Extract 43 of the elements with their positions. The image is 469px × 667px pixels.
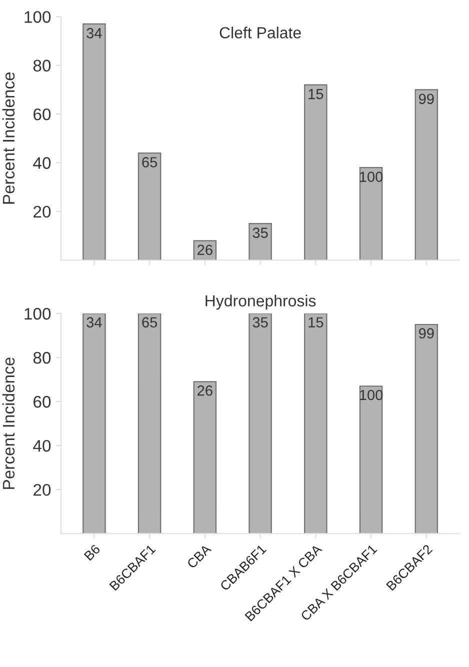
annotation: 35 [252, 228, 268, 238]
bar [82, 313, 106, 534]
bar [414, 324, 438, 534]
x-tick-label: B6 [84, 544, 101, 561]
annotation: 34 [86, 28, 102, 38]
y-tick-label: 20 [34, 484, 51, 496]
bar [359, 386, 383, 534]
annotation: 26 [198, 385, 212, 396]
y-tick-label: 80 [33, 60, 51, 72]
bar [248, 223, 272, 260]
y-tick-label: 100 [24, 11, 51, 23]
annotation: 35 [252, 317, 268, 328]
y-tick-label: 80 [33, 352, 51, 364]
annotation: 99 [418, 94, 434, 104]
annotation: 34 [86, 317, 102, 328]
annotation: 99 [418, 328, 434, 339]
bar [414, 89, 438, 260]
chart-title: Cleft Palate [220, 26, 301, 38]
bar [82, 23, 106, 260]
annotation: 65 [142, 317, 158, 328]
bar [138, 313, 162, 534]
bar [193, 381, 217, 534]
y-tick-label: 100 [24, 308, 51, 320]
annotation: 26 [198, 244, 212, 256]
y-axis-title: Percent Incidence [2, 72, 15, 204]
bar [304, 313, 328, 534]
y-tick-label: 60 [34, 396, 51, 408]
y-tick-label: 40 [33, 440, 51, 452]
annotation: 65 [142, 157, 158, 168]
annotation: 100 [360, 390, 383, 400]
x-tick-label: CBA [186, 544, 212, 569]
annotation: 15 [308, 317, 324, 328]
bar [138, 152, 162, 260]
y-tick-label: 40 [33, 157, 51, 169]
bar [248, 313, 272, 534]
y-tick-label: 20 [34, 206, 51, 218]
bar [359, 167, 383, 260]
y-tick-label: 60 [34, 108, 51, 120]
annotation: 15 [308, 89, 324, 100]
annotation: 100 [360, 172, 383, 182]
bar [304, 84, 328, 260]
chart-title: Hydronephrosis [206, 294, 316, 310]
y-axis-title: Percent Incidence [2, 358, 15, 489]
